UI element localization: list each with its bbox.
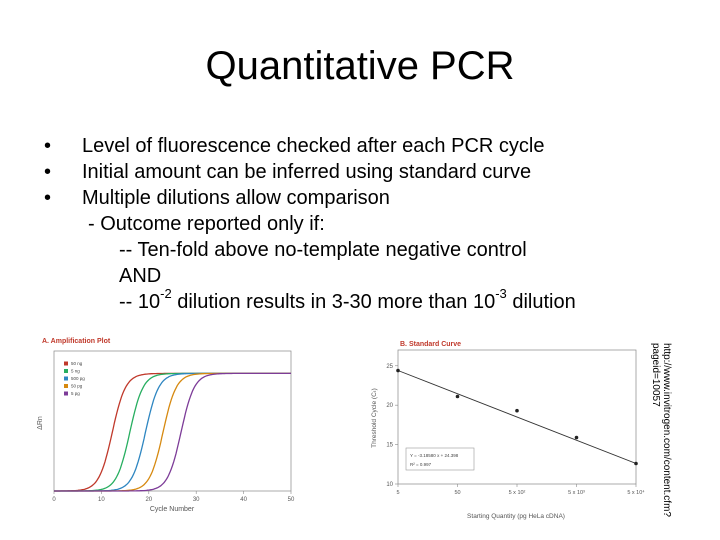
std-data-point [515, 408, 519, 413]
std-x-tick-label: 50 [454, 490, 460, 496]
bullet-dot: • [44, 187, 52, 209]
amplification-plot: A. Amplification Plot ΔRn Cycle Number H… [37, 338, 295, 513]
source-credit: http://www.invitrogen.com/content.cfm?pa… [650, 343, 672, 517]
bullet-text: Level of fluorescence checked after each… [82, 135, 545, 157]
amp-x-tick-label: 30 [193, 497, 200, 503]
bullet-item: • Initial amount can be inferred using s… [44, 159, 576, 185]
std-y-label: Threshold Cycle (Cₜ) [371, 388, 378, 448]
amplification-plot-panel: A. Amplification Plot ΔRn Cycle Number H… [36, 333, 304, 518]
rule-exponent-1: -2 [160, 286, 172, 302]
amp-x-tick-label: 40 [240, 497, 247, 503]
slide-title: Quantitative PCR [205, 44, 515, 88]
sub-sub-item: -- Ten-fold above no-template negative c… [119, 239, 527, 261]
amp-legend-label: 5 pg [71, 391, 80, 396]
source-credit-text[interactable]: http://www.invitrogen.com/content.cfm?pa… [650, 343, 672, 517]
panel-b-title: B. Standard Curve [400, 341, 461, 348]
amp-legend: 50 ng 5 ng 500 pg 50 pg 5 pg [64, 361, 85, 396]
amp-legend-label: 5 ng [71, 369, 80, 374]
std-x-tick-label: 5 x 10⁴ [627, 489, 645, 496]
std-data-point [455, 394, 460, 399]
fit-r-squared: R² = 0.997 [410, 462, 432, 467]
rule-suffix: dilution [506, 291, 576, 313]
bullet-list: • Level of fluorescence checked after ea… [44, 133, 576, 315]
standard-curve-panel: B. Standard Curve Threshold Cycle (Cₜ) S… [366, 336, 656, 522]
rule-prefix: -- 10 [119, 291, 161, 313]
std-y-tick-label: 20 [386, 403, 393, 409]
amp-legend-label: 50 ng [71, 361, 83, 366]
rule-middle: dilution results in 3-30 more than 10 [171, 291, 496, 313]
bullet-text: Multiple dilutions allow comparison [82, 187, 390, 209]
std-x-tick-label: 5 [396, 490, 399, 496]
amp-legend-label: 500 pg [71, 376, 85, 381]
amp-x-tick-label: 50 [288, 497, 295, 503]
standard-curve-plot: B. Standard Curve Threshold Cycle (Cₜ) S… [371, 341, 645, 520]
amp-x-tick-label: 10 [98, 497, 105, 503]
std-axes: 10 15 20 25 5 50 5 x 10² 5 x 10³ 5 x 10⁴ [386, 349, 645, 496]
and-line: AND [119, 265, 162, 287]
std-fit-line [397, 370, 637, 464]
bullet-item: • Level of fluorescence checked after ea… [44, 133, 576, 159]
amp-legend-swatch [64, 369, 68, 373]
panel-a-title: A. Amplification Plot [42, 338, 111, 345]
std-plot [396, 368, 638, 466]
rule-exponent-2: -3 [495, 286, 507, 302]
amp-x-tick-label: 0 [52, 497, 56, 503]
amp-plot-frame [53, 350, 292, 492]
bullet-dot: • [44, 161, 52, 183]
std-x-tick-label: 5 x 10³ [568, 490, 585, 496]
bullet-text: Initial amount can be inferred using sta… [82, 161, 532, 183]
amp-legend-swatch [64, 384, 68, 388]
amp-axes: 0 10 20 30 40 50 [52, 350, 295, 503]
amp-legend-swatch [64, 391, 68, 396]
amp-y-label: ΔRn [37, 416, 44, 430]
bullet-dot: • [44, 135, 52, 157]
amp-legend-label: 50 pg [71, 384, 83, 389]
std-x-tick-label: 5 x 10² [509, 490, 526, 496]
std-data-point [634, 461, 638, 466]
std-y-tick-label: 15 [386, 443, 393, 449]
bullet-item: • Multiple dilutions allow comparison [44, 185, 576, 211]
std-y-tick-label: 25 [386, 364, 393, 370]
fit-box [405, 447, 475, 471]
dilution-rule: -- 10-2 dilution results in 3-30 more th… [44, 286, 576, 315]
fit-equation: Y = -3.18580 x + 24.398 [410, 453, 459, 458]
std-data-point [396, 368, 400, 373]
amp-curves [54, 372, 291, 492]
amp-x-label: Cycle Number [150, 506, 195, 513]
amp-x-tick-label: 20 [145, 497, 152, 503]
amp-curve [54, 372, 291, 492]
std-x-label: Starting Quantity (pg HeLa cDNA) [467, 513, 565, 520]
std-data-point [574, 435, 579, 440]
std-y-tick-label: 10 [386, 482, 393, 488]
sub-item: - Outcome reported only if: [88, 213, 325, 235]
amp-legend-swatch [64, 361, 68, 366]
amp-legend-swatch [64, 376, 68, 381]
